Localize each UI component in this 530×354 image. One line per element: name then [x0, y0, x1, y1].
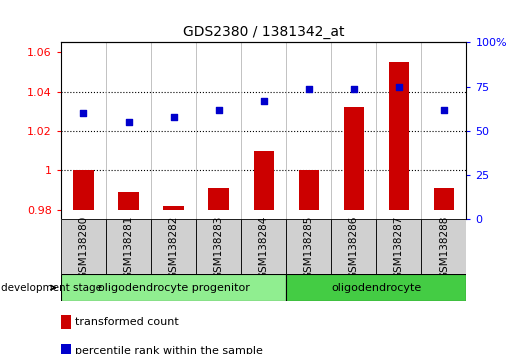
Text: oligodendrocyte: oligodendrocyte [331, 282, 421, 293]
Point [350, 86, 358, 91]
Point [304, 86, 313, 91]
Point [440, 107, 448, 113]
Text: development stage: development stage [1, 282, 102, 293]
Bar [286, 274, 466, 301]
Point [259, 98, 268, 104]
Bar [253, 151, 274, 210]
Point [214, 107, 223, 113]
Bar [241, 219, 286, 274]
Bar [73, 170, 94, 210]
Text: GSM138283: GSM138283 [214, 215, 224, 279]
Text: GSM138285: GSM138285 [304, 215, 314, 279]
Bar [434, 188, 454, 210]
Text: GSM138284: GSM138284 [259, 215, 269, 279]
Bar [61, 344, 71, 354]
Point [124, 119, 132, 125]
Bar [388, 62, 409, 210]
Bar [343, 107, 364, 210]
Text: oligodendrocyte progenitor: oligodendrocyte progenitor [98, 282, 250, 293]
Bar [61, 315, 71, 329]
Bar [196, 219, 241, 274]
Bar [118, 192, 139, 210]
Bar [61, 219, 106, 274]
Bar [106, 219, 151, 274]
Point [80, 110, 88, 116]
Bar [163, 206, 184, 210]
Text: transformed count: transformed count [75, 317, 179, 327]
Point [169, 114, 178, 120]
Bar [151, 219, 196, 274]
Bar [298, 170, 319, 210]
Bar [208, 188, 229, 210]
Text: GSM138286: GSM138286 [349, 215, 359, 279]
Text: GSM138288: GSM138288 [439, 215, 449, 279]
Text: GSM138282: GSM138282 [169, 215, 179, 279]
Text: GSM138287: GSM138287 [394, 215, 404, 279]
Bar [376, 219, 421, 274]
Text: GSM138281: GSM138281 [123, 215, 134, 279]
Bar [331, 219, 376, 274]
Bar [286, 219, 331, 274]
Title: GDS2380 / 1381342_at: GDS2380 / 1381342_at [183, 25, 344, 39]
Text: GSM138280: GSM138280 [78, 215, 89, 279]
Bar [421, 219, 466, 274]
Bar [61, 274, 286, 301]
Bar [61, 219, 466, 274]
Text: percentile rank within the sample: percentile rank within the sample [75, 346, 263, 354]
Point [394, 84, 403, 90]
